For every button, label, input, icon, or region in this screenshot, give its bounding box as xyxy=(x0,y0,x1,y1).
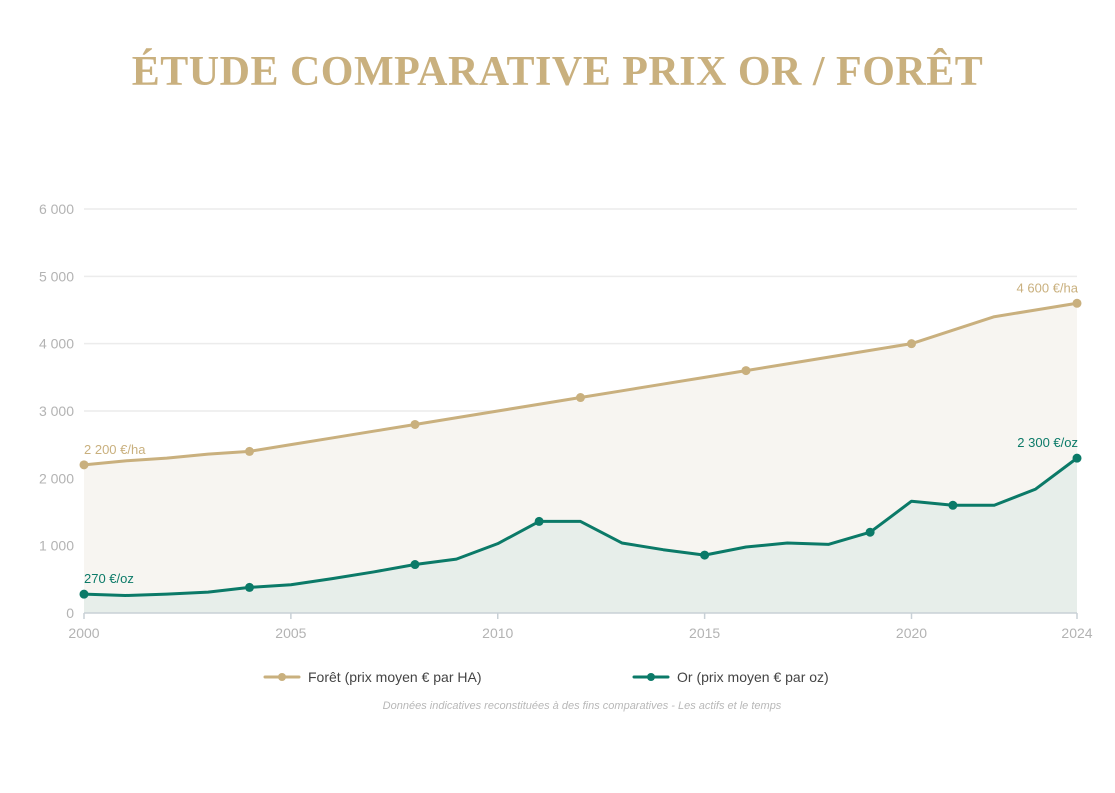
y-tick-label: 1 000 xyxy=(39,538,74,554)
x-tick-label: 2000 xyxy=(68,625,99,641)
series-0-point xyxy=(576,393,585,403)
x-tick-label: 2015 xyxy=(689,625,720,641)
data-label: 2 300 €/oz xyxy=(1017,435,1078,450)
series-0-point xyxy=(1072,298,1082,308)
legend-label: Or (prix moyen € par oz) xyxy=(677,669,829,685)
legend-label: Forêt (prix moyen € par HA) xyxy=(308,669,482,685)
series-1-point xyxy=(410,560,420,570)
series-1-point xyxy=(700,550,710,560)
series-1-point xyxy=(1072,453,1082,463)
series-1-point xyxy=(245,582,254,592)
series-1-point xyxy=(79,589,89,599)
series-1-point xyxy=(948,500,958,510)
legend: Forêt (prix moyen € par HA) Or (prix moye… xyxy=(263,669,829,685)
x-tick-label: 2005 xyxy=(275,625,306,641)
series-1-point xyxy=(534,516,544,526)
source-note: Données indicatives reconstituées à des … xyxy=(383,700,782,712)
data-label: 270 €/oz xyxy=(84,571,134,586)
legend-swatch-marker xyxy=(647,673,655,681)
axes: 0 1 000 2 000 3 000 4 000 5 000 6 000 2000 2005 2… xyxy=(39,201,1093,641)
y-tick-label: 0 xyxy=(66,605,74,621)
series-0-point xyxy=(245,446,254,456)
x-tick-label: 2020 xyxy=(896,625,927,641)
chart-title: ÉTUDE COMPARATIVE PRIX OR / FORÊT xyxy=(131,49,984,95)
series-markers xyxy=(79,298,1082,599)
y-tick-label: 5 000 xyxy=(39,268,74,284)
y-tick-label: 3 000 xyxy=(39,403,74,419)
data-label: 2 200 €/ha xyxy=(84,442,146,457)
data-label: 4 600 €/ha xyxy=(1017,280,1079,295)
y-tick-label: 4 000 xyxy=(39,336,74,352)
series-area-1 xyxy=(84,458,1077,613)
series-0-point xyxy=(741,366,751,376)
x-tick-label: 2024 xyxy=(1061,625,1092,641)
annotation-labels: 2 200 €/ha 4 600 €/ha 270 €/oz 2 300 €/oz xyxy=(84,280,1079,586)
series-areas xyxy=(84,303,1077,613)
y-tick-label: 2 000 xyxy=(39,470,74,486)
series-0-point xyxy=(907,339,916,349)
legend-swatch-marker xyxy=(278,673,286,681)
series-area-0 xyxy=(84,303,1077,613)
series-0-point xyxy=(79,460,89,470)
x-tick-label: 2010 xyxy=(482,625,513,641)
series-0-point xyxy=(410,419,420,429)
y-tick-label: 6 000 xyxy=(39,201,74,217)
series-1-point xyxy=(865,527,875,537)
